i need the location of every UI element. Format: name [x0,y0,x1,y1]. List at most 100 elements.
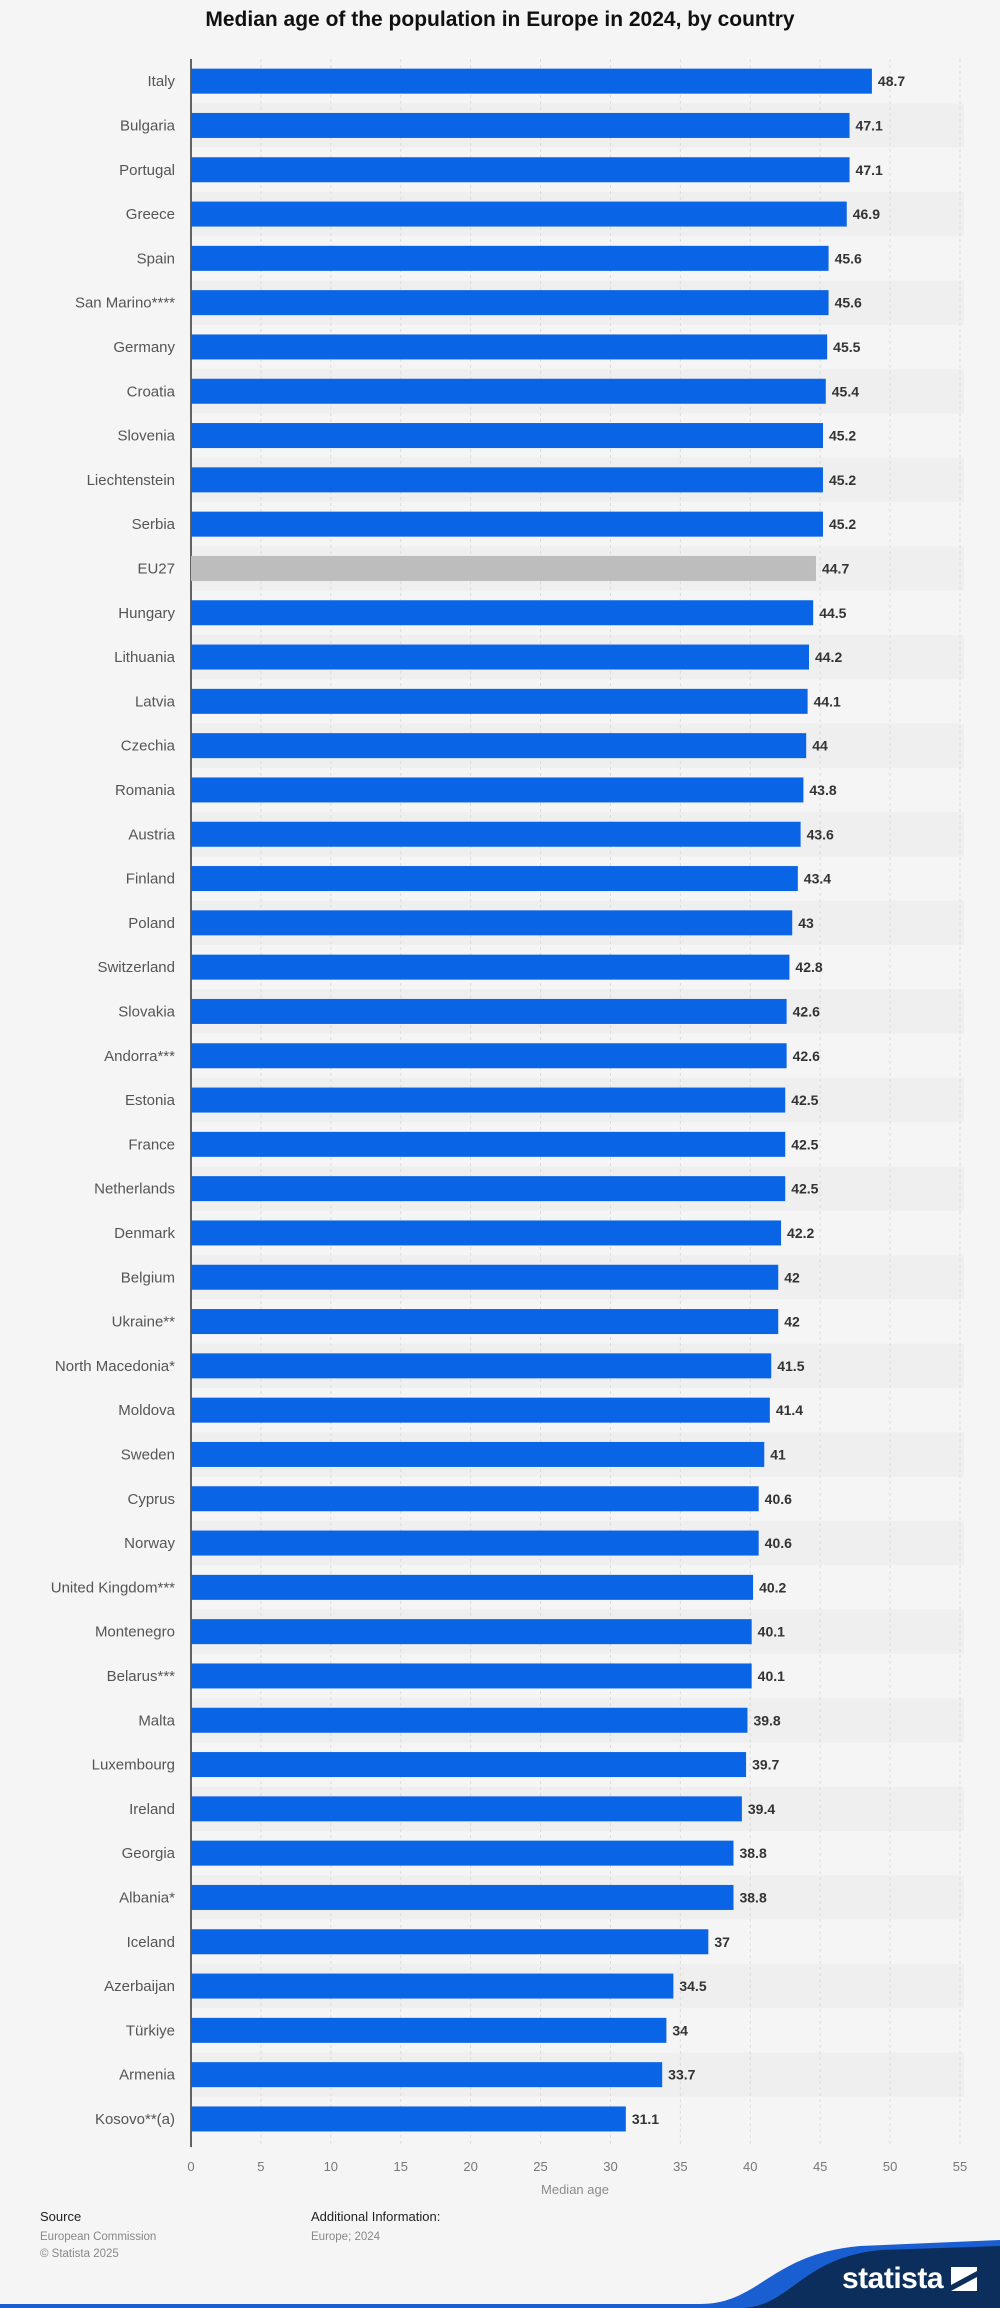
category-label: Iceland [127,1934,175,1951]
category-label: Malta [138,1712,175,1729]
brand-wave [0,2240,1000,2308]
bar[interactable] [191,998,787,1024]
bar[interactable] [191,68,872,94]
bar[interactable] [191,1840,734,1866]
value-label: 45.2 [829,516,856,532]
bar[interactable] [191,688,808,714]
bar[interactable] [191,1441,765,1467]
brand-wave-accent [0,2240,1000,2308]
bar[interactable] [191,2017,667,2043]
bar[interactable] [191,511,823,537]
bar[interactable] [191,1796,742,1822]
value-label: 45.6 [835,250,862,266]
info-heading: Additional Information: [311,2209,441,2224]
bar[interactable] [191,777,804,803]
bar[interactable] [191,866,798,892]
category-labels: Italy Bulgaria Portugal Greece Spain San Mari… [51,73,176,2128]
bar[interactable] [191,1574,754,1600]
value-label: 42.2 [787,1225,814,1241]
category-label: Finland [126,871,175,888]
category-label: Azerbaijan [104,1978,175,1995]
bar[interactable] [191,821,801,847]
category-label: Moldova [118,1402,175,1419]
value-label: 47.1 [856,117,883,133]
category-label: Armenia [119,2067,176,2084]
bar[interactable] [191,423,823,449]
value-label: 43 [798,915,814,931]
bar[interactable] [191,1264,779,1290]
category-label: Spain [137,250,175,267]
x-tick-label: 25 [533,2159,547,2174]
bar[interactable] [191,1530,759,1556]
category-label: Montenegro [95,1624,175,1641]
source-line[interactable]: European Commission [40,2231,157,2243]
bar[interactable] [191,1486,759,1512]
bar[interactable] [191,201,847,227]
bar[interactable] [191,1131,786,1157]
bar[interactable] [191,334,828,360]
bar[interactable] [191,600,814,626]
bar[interactable] [191,1043,787,1069]
bar[interactable] [191,2106,626,2132]
value-label: 37 [714,1934,730,1950]
bar[interactable] [191,1884,734,1910]
category-label: United Kingdom*** [51,1579,175,1596]
bar[interactable] [191,245,829,271]
x-tick-label: 55 [953,2159,967,2174]
x-tick-label: 45 [813,2159,827,2174]
value-label: 45.2 [829,472,856,488]
category-label: Sweden [121,1446,175,1463]
value-label: 45.2 [829,428,856,444]
x-tick-label: 35 [673,2159,687,2174]
bar[interactable] [191,1752,747,1778]
bar[interactable] [191,644,809,670]
bar[interactable] [191,733,807,759]
value-label: 44.5 [819,605,846,621]
category-label: Poland [128,915,175,932]
value-label: 45.5 [833,339,860,355]
category-label: Norway [124,1535,175,1552]
category-label: Netherlands [94,1181,175,1198]
category-label: Belgium [121,1269,175,1286]
bar[interactable] [191,290,829,316]
category-label: Kosovo**(a) [95,2111,175,2128]
category-label: Latvia [135,693,176,710]
bar[interactable] [191,1397,770,1423]
bar[interactable] [191,1663,752,1689]
bar[interactable] [191,378,826,404]
bar[interactable] [191,1353,772,1379]
category-label: France [128,1136,175,1153]
bar[interactable] [191,1619,752,1645]
category-label: Croatia [127,383,176,400]
bar[interactable] [191,1973,674,1999]
bar[interactable] [191,112,850,138]
category-label: Luxembourg [92,1757,175,1774]
bar[interactable] [191,954,790,980]
bar[interactable] [191,1929,709,1955]
category-label: Denmark [114,1225,175,1242]
bar[interactable] [191,1087,786,1113]
bar[interactable] [191,1176,786,1202]
bar[interactable] [191,910,793,936]
bar[interactable] [191,2062,663,2088]
bar[interactable] [191,1220,782,1246]
x-tick-label: 15 [393,2159,407,2174]
x-tick-label: 30 [603,2159,617,2174]
category-label: Estonia [125,1092,176,1109]
statista-logo[interactable]: statista [842,2262,978,2296]
bar[interactable] [191,467,823,493]
category-label: Slovakia [118,1003,175,1020]
category-label: Türkiye [126,2022,175,2039]
bar[interactable] [191,1707,748,1733]
category-label: Slovenia [117,428,175,445]
category-label: San Marino**** [75,295,175,312]
category-label: North Macedonia* [55,1358,175,1375]
bar[interactable] [191,1309,779,1335]
bar[interactable] [191,555,816,581]
value-label: 39.7 [752,1757,779,1773]
category-label: Cyprus [127,1491,175,1508]
value-label: 38.8 [739,1845,766,1861]
value-label: 43.4 [804,871,831,887]
bar[interactable] [191,157,850,183]
info-line: Europe; 2024 [311,2231,381,2243]
